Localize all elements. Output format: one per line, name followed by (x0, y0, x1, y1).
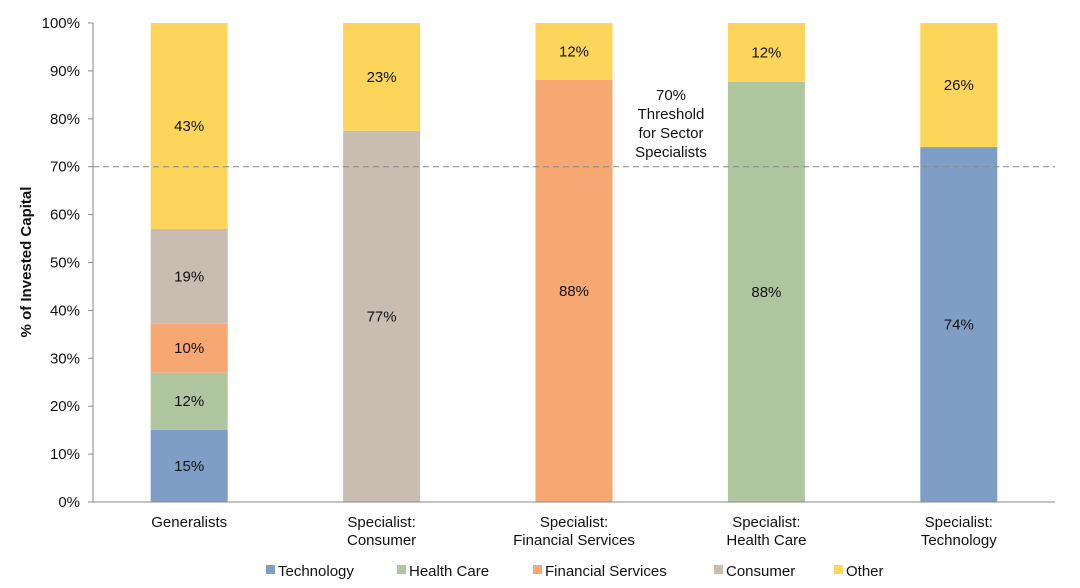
bar-segment-other (727, 23, 805, 82)
y-tick-label: 10% (50, 446, 80, 463)
x-tick-label: Specialist: (347, 514, 415, 531)
y-tick-label: 90% (50, 63, 80, 80)
data-label: 43% (174, 118, 204, 135)
data-label: 77% (367, 308, 397, 325)
bar-segment-consumer (343, 130, 421, 502)
legend-label: Financial Services (545, 563, 667, 580)
threshold-label: Threshold (638, 106, 705, 123)
x-tick-label: Consumer (347, 532, 416, 549)
y-tick-label: 50% (50, 255, 80, 272)
data-label: 23% (367, 69, 397, 86)
x-tick-label: Health Care (726, 532, 806, 549)
y-axis: 0% 10% 20% 30% 40% 50% 60% 70% 80% 90% 100% (42, 15, 94, 511)
x-tick-label: Generalists (151, 514, 227, 531)
legend-swatch (533, 565, 542, 574)
legend-label: Other (846, 563, 884, 580)
threshold-annotation: 70% Threshold for Sector Specialists (93, 87, 1055, 168)
data-label: 10% (174, 340, 204, 357)
data-label: 12% (559, 44, 589, 61)
x-tick-label: Specialist: (925, 514, 993, 531)
legend-label: Consumer (726, 563, 795, 580)
y-tick-label: 80% (50, 111, 80, 128)
x-axis: Generalists Specialist:ConsumerSpecialist… (93, 501, 1055, 549)
data-label: 12% (174, 393, 204, 410)
legend-swatch (714, 565, 723, 574)
bar-segment-other (535, 23, 613, 81)
data-label: 74% (944, 317, 974, 334)
legend-swatch (397, 565, 406, 574)
legend-label: Technology (278, 563, 354, 580)
y-tick-label: 40% (50, 302, 80, 319)
legend-label: Health Care (409, 563, 489, 580)
bar-segment-other (150, 23, 228, 229)
data-label: 26% (944, 77, 974, 94)
legend-swatch (266, 565, 275, 574)
y-axis-label: % of Invested Capital (18, 187, 35, 338)
bar-segment-financial-services (150, 323, 228, 373)
x-tick-label: Financial Services (513, 532, 635, 549)
bar-segment-technology (920, 147, 998, 502)
y-tick-label: 70% (50, 159, 80, 176)
threshold-label: 70% (656, 87, 686, 104)
y-tick-label: 20% (50, 398, 80, 415)
bars-layer: 15% 12% 10% 19% 43% 77% 23% 88% 12% 88% 12% 74% 26% (150, 23, 998, 503)
data-label: 12% (751, 44, 781, 61)
x-tick-label: Technology (921, 532, 997, 549)
threshold-label: Specialists (635, 144, 707, 161)
bar-segment-health-care (727, 81, 805, 503)
y-tick-label: 100% (42, 15, 80, 32)
y-tick-label: 0% (58, 494, 80, 511)
legend: Technology Health Care Financial Services C… (266, 563, 884, 580)
bar-segment-other (920, 23, 998, 148)
data-label: 19% (174, 268, 204, 285)
bar-segment-health-care (150, 372, 228, 430)
bar-segment-other (343, 23, 421, 131)
legend-swatch (834, 565, 843, 574)
y-tick-label: 60% (50, 207, 80, 224)
data-label: 88% (559, 283, 589, 300)
bar-segment-technology (150, 429, 228, 502)
x-tick-label: Specialist: (540, 514, 608, 531)
x-tick-label: Specialist: (732, 514, 800, 531)
threshold-label: for Sector (638, 125, 703, 142)
bar-segment-financial-services (535, 80, 613, 502)
data-label: 15% (174, 458, 204, 475)
data-label: 88% (751, 284, 781, 301)
y-tick-label: 30% (50, 350, 80, 367)
bar-segment-consumer (150, 228, 228, 324)
